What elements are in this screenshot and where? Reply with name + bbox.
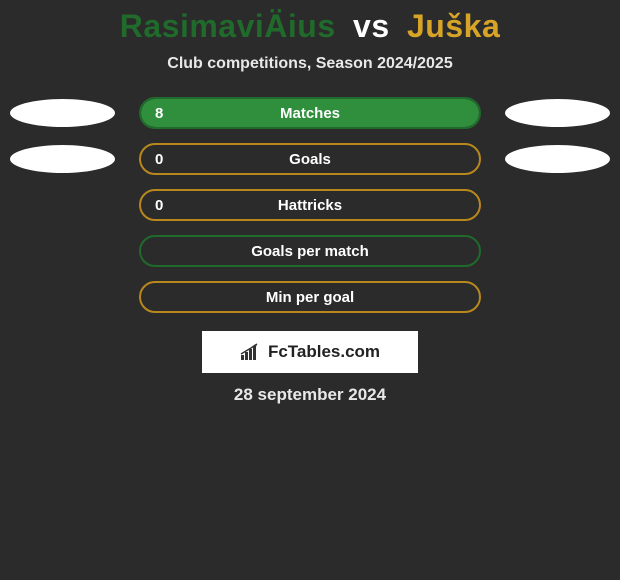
- stat-bar: Min per goal: [139, 281, 481, 313]
- player1-name: RasimaviÄius: [120, 8, 336, 44]
- player1-marker: [10, 145, 115, 173]
- comparison-widget: RasimaviÄius vs Juška Club competitions,…: [0, 0, 620, 405]
- stat-row: 0 Hattricks: [0, 189, 620, 221]
- stat-bar: Goals per match: [139, 235, 481, 267]
- stat-row: Min per goal: [0, 281, 620, 313]
- bar-chart-icon: [240, 343, 262, 361]
- player2-marker: [505, 145, 610, 173]
- stat-value: 0: [155, 197, 163, 214]
- stat-value: 0: [155, 151, 163, 168]
- stat-bar: 0 Hattricks: [139, 189, 481, 221]
- player2-name: Juška: [407, 8, 500, 44]
- stat-value: 8: [155, 105, 163, 122]
- branding-text: FcTables.com: [268, 342, 380, 362]
- player2-marker: [505, 99, 610, 127]
- subtitle: Club competitions, Season 2024/2025: [0, 55, 620, 73]
- stat-label: Min per goal: [266, 289, 354, 306]
- stat-label: Matches: [280, 105, 340, 122]
- stat-rows: 8 Matches 0 Goals 0 Hattricks Goals per match M…: [0, 97, 620, 313]
- stat-bar: 8 Matches: [139, 97, 481, 129]
- stat-row: Goals per match: [0, 235, 620, 267]
- stat-label: Hattricks: [278, 197, 342, 214]
- date-label: 28 september 2024: [0, 385, 620, 405]
- page-title: RasimaviÄius vs Juška: [0, 8, 620, 45]
- vs-label: vs: [353, 8, 390, 44]
- stat-label: Goals per match: [251, 243, 369, 260]
- player1-marker: [10, 99, 115, 127]
- stat-label: Goals: [289, 151, 331, 168]
- stat-row: 0 Goals: [0, 143, 620, 175]
- stat-row: 8 Matches: [0, 97, 620, 129]
- branding-badge[interactable]: FcTables.com: [202, 331, 418, 373]
- stat-bar: 0 Goals: [139, 143, 481, 175]
